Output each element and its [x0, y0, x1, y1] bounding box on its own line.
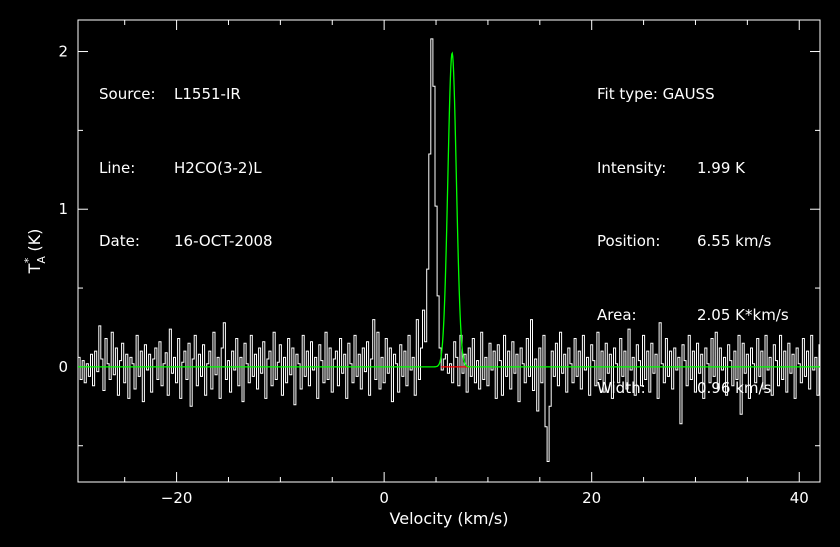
date-value: 16-OCT-2008	[174, 232, 273, 250]
intensity-label: Intensity:	[597, 158, 667, 177]
position-value: 6.55 km/s	[697, 232, 772, 250]
line-label: Line:	[99, 158, 136, 177]
y-axis-label: TA* (K)	[22, 229, 48, 275]
y-axis-label-units: (K)	[25, 229, 44, 252]
y-axis-ticks: 0 1 2	[58, 43, 820, 447]
spectrum-line	[78, 38, 820, 462]
y-tick-label: 1	[58, 200, 68, 218]
line-row: Line: H2CO(3-2)L	[99, 156, 273, 181]
line-value: H2CO(3-2)L	[174, 158, 262, 177]
position-row: Position: 6.55 km/s	[597, 229, 789, 254]
date-row: Date: 16-OCT-2008	[99, 229, 273, 254]
svg-text:TA*(K): TA* (K)	[22, 229, 48, 275]
x-tick-label: −20	[161, 489, 193, 507]
width-label: Width:	[597, 379, 646, 397]
width-value: 0.96 km/s	[697, 379, 772, 397]
y-axis-label-sup: *	[22, 257, 35, 263]
plot-frame	[77, 19, 821, 483]
plot-area	[78, 38, 820, 462]
x-tick-label: 0	[379, 489, 389, 507]
area-label: Area:	[597, 305, 637, 324]
fit-results: Fit type: GAUSS Intensity: 1.99 K Positio…	[597, 33, 789, 425]
fit-type: Fit type: GAUSS	[597, 85, 715, 103]
source-value: L1551-IR	[174, 85, 241, 103]
y-axis-label-sub: A	[35, 256, 48, 264]
y-tick-label: 2	[58, 43, 68, 61]
position-label: Position:	[597, 232, 661, 250]
x-axis-ticks: −20 0 20 40	[124, 20, 809, 507]
x-tick-label: 20	[582, 489, 601, 507]
x-axis-label: Velocity (km/s)	[390, 509, 509, 528]
y-axis-label-main: T	[25, 263, 44, 274]
x-tick-label: 40	[790, 489, 809, 507]
gaussian-fit-line	[78, 51, 820, 368]
intensity-row: Intensity: 1.99 K	[597, 156, 789, 181]
y-tick-label: 0	[58, 358, 68, 376]
width-row: Width: 0.96 km/s	[597, 376, 789, 401]
source-label: Source:	[99, 85, 156, 103]
date-label: Date:	[99, 232, 140, 250]
source-row: Source: L1551-IR	[99, 82, 273, 107]
intensity-value: 1.99 K	[697, 158, 746, 177]
observation-info: Source: L1551-IR Line: H2CO(3-2)L Date: 16-…	[99, 33, 273, 278]
area-value: 2.05 K*km/s	[697, 305, 789, 324]
area-row: Area: 2.05 K*km/s	[597, 303, 789, 328]
